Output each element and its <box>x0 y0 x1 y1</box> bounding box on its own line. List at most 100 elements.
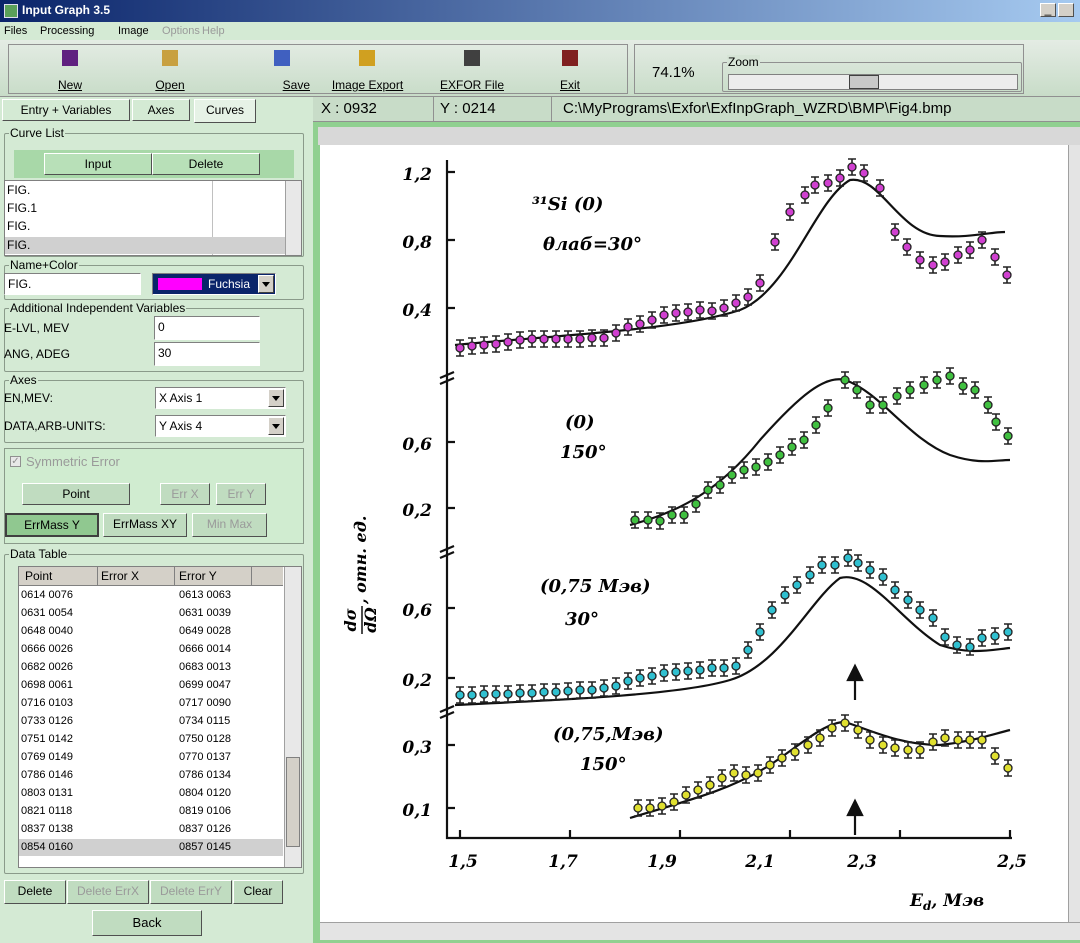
table-cell[interactable]: 0631 0039 <box>179 605 231 621</box>
tab[interactable]: Axes <box>132 99 190 121</box>
table-cell[interactable]: 0666 0026 <box>21 641 73 657</box>
table-cell[interactable]: 0769 0149 <box>21 749 73 765</box>
vertical-scrollbar[interactable] <box>1068 145 1080 925</box>
figure-background <box>320 145 1068 922</box>
table-cell[interactable]: 0733 0126 <box>21 713 73 729</box>
marker <box>600 684 608 692</box>
table-cell[interactable]: 0857 0145 <box>179 839 231 855</box>
table-cell[interactable]: 0698 0061 <box>21 677 73 693</box>
table-cell[interactable]: 0717 0090 <box>179 695 231 711</box>
column-header[interactable]: Error X <box>101 568 139 584</box>
table-cell[interactable]: 0699 0047 <box>179 677 231 693</box>
marker <box>1004 628 1012 636</box>
back-button[interactable]: Back <box>92 910 202 936</box>
errmass-y-button[interactable]: ErrMass Y <box>5 513 99 537</box>
dropdown-arrow[interactable] <box>268 417 284 435</box>
table-cell[interactable]: 0734 0115 <box>179 713 230 729</box>
annotation: 30° <box>565 609 599 630</box>
table-cell[interactable]: 0786 0134 <box>179 767 231 783</box>
toolbar-button[interactable]: Exit <box>520 46 620 94</box>
table-cell[interactable]: 0614 0076 <box>21 587 73 603</box>
table-body: 0614 00760613 00630631 00540631 00390648… <box>19 597 283 867</box>
color-select[interactable]: Fuchsia <box>152 273 276 295</box>
tab[interactable]: Entry + Variables <box>2 99 130 121</box>
list-scrollbar[interactable] <box>285 181 301 255</box>
column-header[interactable]: Error Y <box>179 568 217 584</box>
scroll-thumb[interactable] <box>286 757 300 847</box>
select-value: Y Axis 4 <box>159 419 202 433</box>
marker <box>468 691 476 699</box>
menu-item[interactable]: Image <box>118 25 149 37</box>
name-input[interactable]: FIG. <box>4 273 141 295</box>
y-tick-label: 0,3 <box>402 738 432 758</box>
marker <box>841 376 849 384</box>
marker <box>1004 432 1012 440</box>
marker <box>492 690 500 698</box>
field-input[interactable]: 0 <box>154 316 260 340</box>
menu-item[interactable]: Files <box>4 25 27 37</box>
table-cell[interactable]: 0837 0126 <box>179 821 231 837</box>
table-cell[interactable]: 0648 0040 <box>21 623 73 639</box>
curve-item[interactable]: FIG. <box>7 218 30 234</box>
column-header[interactable]: Point <box>25 568 52 584</box>
axis-select[interactable]: X Axis 1 <box>155 387 286 409</box>
table-cell[interactable]: 0821 0118 <box>21 803 72 819</box>
curve-item[interactable]: FIG. <box>7 182 30 198</box>
marker <box>860 169 868 177</box>
input-button[interactable]: Input <box>44 153 152 175</box>
curve-item[interactable]: FIG.1 <box>7 200 37 216</box>
errmass-xy-button[interactable]: ErrMass XY <box>103 513 187 537</box>
table-cell[interactable]: 0786 0146 <box>21 767 73 783</box>
table-cell[interactable]: 0804 0120 <box>179 785 231 801</box>
field-input[interactable]: 30 <box>154 342 260 366</box>
table-cell[interactable]: 0750 0128 <box>179 731 231 747</box>
toolbar-button[interactable]: EXFOR File <box>422 46 522 94</box>
table-cell[interactable]: 0683 0013 <box>179 659 231 675</box>
toolbar-button[interactable]: New <box>20 46 120 94</box>
x-label-unit: , Мэв <box>930 891 984 911</box>
table-cell[interactable]: 0631 0054 <box>21 605 73 621</box>
table-cell[interactable]: 0751 0142 <box>21 731 73 747</box>
table-cell[interactable]: 0819 0106 <box>179 803 231 819</box>
table-cell[interactable]: 0649 0028 <box>179 623 231 639</box>
table-cell[interactable]: 0682 0026 <box>21 659 73 675</box>
marker <box>516 336 524 344</box>
maximize-button[interactable] <box>1058 3 1074 17</box>
axis-select[interactable]: Y Axis 4 <box>155 415 286 437</box>
horizontal-scrollbar[interactable] <box>320 922 1080 940</box>
marker <box>768 606 776 614</box>
table-cell[interactable]: 0666 0014 <box>179 641 231 657</box>
tab[interactable]: Curves <box>194 99 256 123</box>
table-cell[interactable]: 0837 0138 <box>21 821 73 837</box>
curve-item[interactable]: FIG. <box>7 237 30 253</box>
marker <box>648 672 656 680</box>
point-button[interactable]: Point <box>22 483 130 505</box>
table-scrollbar[interactable] <box>284 567 301 867</box>
dropdown-arrow[interactable] <box>258 275 274 293</box>
menu-item[interactable]: Processing <box>40 25 94 37</box>
marker <box>920 381 928 389</box>
toolbar-button[interactable]: Image Export <box>315 46 420 94</box>
table-cell[interactable]: 0613 0063 <box>179 587 231 603</box>
dropdown-arrow[interactable] <box>268 389 284 407</box>
marker <box>588 686 596 694</box>
toolbar-button[interactable]: Open <box>120 46 220 94</box>
marker <box>966 246 974 254</box>
clear-button[interactable]: Clear <box>233 880 283 904</box>
minimize-button[interactable]: _ <box>1040 3 1056 17</box>
table-cell[interactable]: 0716 0103 <box>21 695 73 711</box>
marker <box>706 781 714 789</box>
toolbar-button[interactable]: Save <box>220 46 310 94</box>
delete-point-button[interactable]: Delete <box>4 880 66 904</box>
table-cell[interactable]: 0770 0137 <box>179 749 231 765</box>
x-tick-label: 2,5 <box>996 852 1027 872</box>
x-label-symbol: E <box>909 891 924 911</box>
table-cell[interactable]: 0854 0160 <box>21 839 73 855</box>
delete-button[interactable]: Delete <box>152 153 260 175</box>
zoom-slider[interactable] <box>728 74 1018 90</box>
marker <box>720 664 728 672</box>
annotation: (0,75 Мэв) <box>540 576 651 597</box>
marker <box>672 309 680 317</box>
table-cell[interactable]: 0803 0131 <box>21 785 73 801</box>
slider-thumb[interactable] <box>849 75 879 89</box>
